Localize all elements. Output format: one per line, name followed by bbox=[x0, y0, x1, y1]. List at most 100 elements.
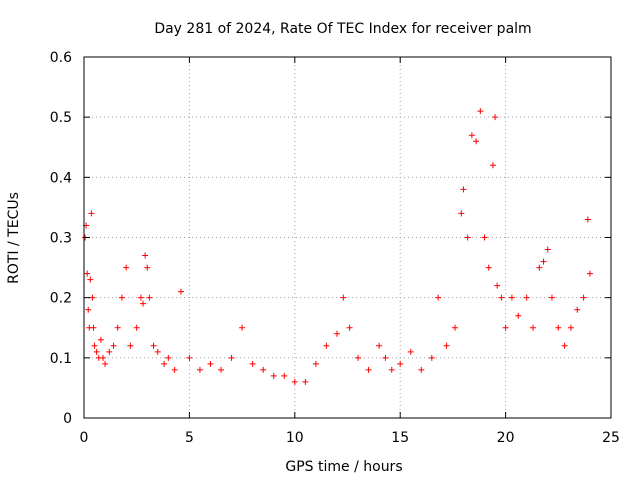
data-point bbox=[207, 360, 214, 367]
data-point bbox=[87, 276, 94, 283]
data-point bbox=[458, 210, 465, 217]
data-point bbox=[494, 282, 501, 289]
data-point bbox=[460, 186, 467, 193]
data-point bbox=[218, 366, 225, 373]
data-point bbox=[154, 348, 161, 355]
data-point bbox=[291, 378, 298, 385]
data-point bbox=[435, 294, 442, 301]
data-point bbox=[515, 312, 522, 319]
data-point bbox=[323, 342, 330, 349]
y-tick-label: 0.1 bbox=[50, 351, 72, 367]
data-point bbox=[260, 366, 267, 373]
data-point bbox=[428, 354, 435, 361]
data-point bbox=[561, 342, 568, 349]
data-point bbox=[464, 234, 471, 241]
data-point bbox=[186, 354, 193, 361]
data-point bbox=[540, 258, 547, 265]
data-point bbox=[574, 306, 581, 313]
data-point bbox=[340, 294, 347, 301]
data-point bbox=[502, 324, 509, 331]
axis-ticks: 0 5 10 15 20 25 0 0.1 0.2 0.3 0.4 0.5 0.6 bbox=[50, 50, 620, 446]
data-point bbox=[239, 324, 246, 331]
data-point bbox=[333, 330, 340, 337]
data-point bbox=[407, 348, 414, 355]
data-point bbox=[110, 342, 117, 349]
data-point bbox=[498, 294, 505, 301]
x-tick-label: 5 bbox=[185, 430, 194, 446]
y-tick-label: 0.3 bbox=[50, 231, 72, 247]
data-point bbox=[146, 294, 153, 301]
data-point bbox=[91, 342, 98, 349]
data-point bbox=[88, 210, 95, 217]
data-point bbox=[171, 366, 178, 373]
data-point bbox=[536, 264, 543, 271]
data-point bbox=[489, 162, 496, 169]
data-point bbox=[443, 342, 450, 349]
data-point bbox=[90, 324, 97, 331]
data-point bbox=[142, 252, 149, 259]
data-point bbox=[133, 324, 140, 331]
data-point bbox=[281, 372, 288, 379]
data-point bbox=[567, 324, 574, 331]
data-point bbox=[312, 360, 319, 367]
x-tick-label: 20 bbox=[497, 430, 515, 446]
data-point bbox=[93, 348, 100, 355]
data-point bbox=[99, 354, 106, 361]
data-point bbox=[127, 342, 134, 349]
data-point bbox=[376, 342, 383, 349]
data-point bbox=[123, 264, 130, 271]
data-point bbox=[140, 300, 147, 307]
data-point bbox=[548, 294, 555, 301]
data-point bbox=[481, 234, 488, 241]
data-point bbox=[530, 324, 537, 331]
data-point bbox=[89, 294, 96, 301]
x-tick-label: 0 bbox=[80, 430, 89, 446]
data-point bbox=[270, 372, 277, 379]
data-point bbox=[555, 324, 562, 331]
data-point bbox=[544, 246, 551, 253]
data-point bbox=[161, 360, 168, 367]
x-axis-label: GPS time / hours bbox=[285, 459, 402, 475]
data-point bbox=[346, 324, 353, 331]
data-point bbox=[584, 216, 591, 223]
data-point bbox=[580, 294, 587, 301]
data-point bbox=[452, 324, 459, 331]
y-tick-label: 0.6 bbox=[50, 50, 72, 66]
y-tick-label: 0.2 bbox=[50, 291, 72, 307]
data-point bbox=[418, 366, 425, 373]
y-tick-label: 0.5 bbox=[50, 110, 72, 126]
chart-title: Day 281 of 2024, Rate Of TEC Index for r… bbox=[154, 21, 531, 37]
data-point bbox=[397, 360, 404, 367]
x-tick-label: 15 bbox=[391, 430, 409, 446]
data-point bbox=[84, 270, 91, 277]
data-points bbox=[82, 108, 593, 385]
data-point bbox=[165, 354, 172, 361]
data-point bbox=[485, 264, 492, 271]
data-point bbox=[85, 306, 92, 313]
data-point bbox=[477, 108, 484, 115]
data-point bbox=[137, 294, 144, 301]
data-point bbox=[97, 336, 104, 343]
data-point bbox=[468, 132, 475, 139]
data-point bbox=[382, 354, 389, 361]
data-point bbox=[118, 294, 125, 301]
data-point bbox=[492, 114, 499, 121]
data-point bbox=[249, 360, 256, 367]
data-point bbox=[114, 324, 121, 331]
data-point bbox=[228, 354, 235, 361]
data-point bbox=[473, 138, 480, 145]
data-point bbox=[365, 366, 372, 373]
x-tick-label: 10 bbox=[286, 430, 304, 446]
data-point bbox=[586, 270, 593, 277]
data-point bbox=[508, 294, 515, 301]
y-axis-label: ROTI / TECUs bbox=[6, 192, 22, 284]
data-point bbox=[106, 348, 113, 355]
data-point bbox=[302, 378, 309, 385]
data-point bbox=[150, 342, 157, 349]
data-point bbox=[102, 360, 109, 367]
data-point bbox=[144, 264, 151, 271]
data-point bbox=[355, 354, 362, 361]
y-tick-label: 0.4 bbox=[50, 170, 72, 186]
